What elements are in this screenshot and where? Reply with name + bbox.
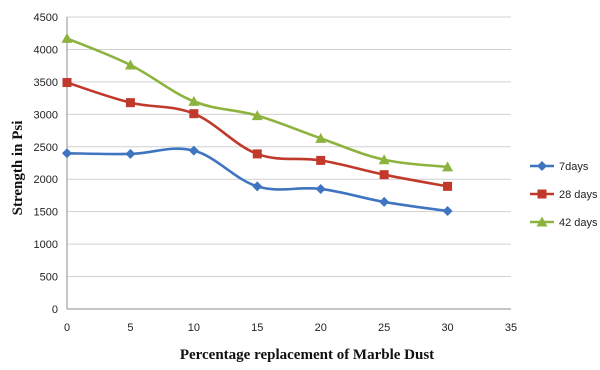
- data-point-marker: [125, 98, 135, 108]
- y-tick-label: 3500: [34, 77, 58, 89]
- x-tick-labels: 0 5 10 15 20 25 30 35: [64, 322, 517, 334]
- legend: 7days 28 days 42 days: [530, 161, 598, 229]
- axes: [66, 17, 511, 310]
- x-tick-label: 30: [441, 322, 453, 334]
- y-tick-label: 2000: [34, 174, 58, 186]
- gridlines: [67, 16, 511, 278]
- data-point-marker: [379, 196, 390, 207]
- data-point-marker: [125, 148, 136, 159]
- data-point-marker: [442, 161, 454, 172]
- x-tick-label: 35: [505, 322, 517, 334]
- data-point-marker: [315, 132, 327, 143]
- x-tick-label: 5: [127, 322, 133, 334]
- y-tick-label: 1000: [34, 239, 58, 251]
- series-line-2: [65, 81, 449, 188]
- data-point-marker: [62, 78, 72, 88]
- x-tick-label: 25: [378, 322, 390, 334]
- data-point-marker: [189, 109, 199, 119]
- legend-label: 28 days: [559, 189, 598, 201]
- x-tick-label: 0: [64, 322, 70, 334]
- data-point-marker: [61, 32, 73, 43]
- y-tick-label: 3000: [34, 109, 58, 121]
- data-point-marker: [379, 170, 389, 180]
- data-point-marker: [124, 59, 136, 70]
- data-point-marker: [252, 181, 263, 192]
- y-tick-label: 1500: [34, 207, 58, 219]
- data-point-marker: [62, 148, 72, 159]
- data-point-marker: [252, 149, 262, 159]
- y-tick-labels: 0 500 1000 1500 2000 2500 3000 3500 4000 4500: [34, 12, 58, 316]
- data-point-marker: [315, 183, 326, 194]
- series-line-3: [65, 37, 449, 169]
- legend-marker: [537, 161, 547, 171]
- x-tick-label: 10: [188, 322, 200, 334]
- legend-marker: [536, 216, 548, 227]
- legend-label: 42 days: [559, 217, 598, 229]
- legend-label: 7days: [559, 161, 589, 173]
- data-point-marker: [251, 110, 263, 121]
- data-point-marker: [442, 206, 453, 217]
- y-tick-label: 0: [52, 304, 58, 316]
- series-markers: [61, 32, 454, 217]
- legend-marker: [537, 189, 547, 199]
- x-axis-title: Percentage replacement of Marble Dust: [180, 347, 434, 363]
- y-tick-label: 2500: [34, 142, 58, 154]
- data-point-marker: [316, 155, 326, 165]
- data-point-marker: [188, 145, 199, 156]
- y-axis-title: Strength in Psi: [10, 121, 26, 216]
- x-tick-label: 20: [315, 322, 327, 334]
- data-point-marker: [188, 95, 200, 106]
- x-tick-label: 15: [251, 322, 263, 334]
- data-point-marker: [443, 181, 453, 191]
- data-point-marker: [378, 154, 390, 165]
- y-tick-label: 4500: [34, 12, 58, 24]
- y-tick-label: 500: [40, 272, 58, 284]
- y-tick-label: 4000: [34, 44, 58, 56]
